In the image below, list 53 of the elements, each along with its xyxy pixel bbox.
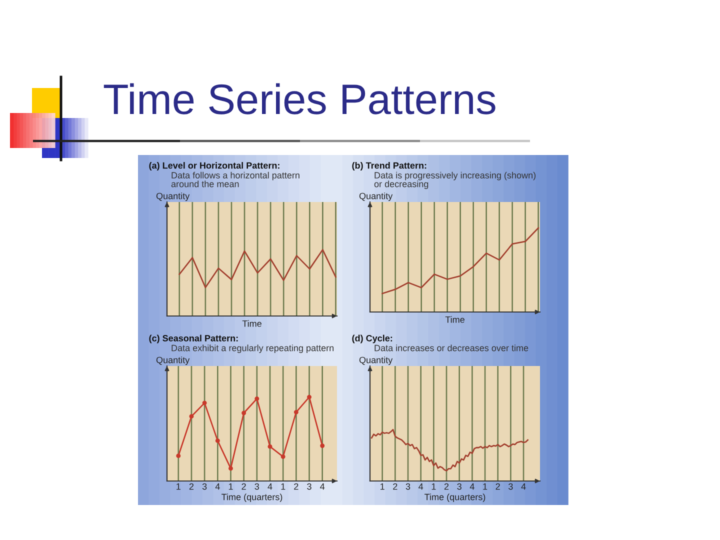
chart-subtitle: Data is progressively increasing (shown) or decreasing bbox=[374, 172, 536, 189]
chart-title: (d) Cycle: bbox=[352, 334, 392, 344]
x-tick-label: 4 bbox=[521, 483, 526, 490]
chart-title: (a) Level or Horizontal Pattern: bbox=[149, 162, 280, 170]
point bbox=[202, 400, 207, 406]
x-tick-label: 2 bbox=[393, 483, 398, 490]
text: Time Series Patterns bbox=[104, 83, 496, 114]
chart-subtitle: Data increases or decreases over time bbox=[374, 344, 528, 352]
y-axis-title: Quantity bbox=[156, 192, 190, 201]
point bbox=[294, 410, 298, 414]
chart-title: (c) Seasonal Pattern: bbox=[149, 334, 238, 344]
x-axis-title: Time (quarters) bbox=[424, 494, 486, 502]
point bbox=[242, 410, 246, 416]
point bbox=[320, 444, 325, 448]
x-tick-label: 3 bbox=[202, 483, 207, 490]
x-axis-title: Time (quarters) bbox=[222, 494, 282, 502]
point bbox=[215, 438, 220, 443]
x-tick-label: 3 bbox=[508, 483, 513, 490]
x-tick-label: 2 bbox=[496, 483, 500, 490]
x-tick-label: 1 bbox=[432, 483, 436, 490]
point bbox=[176, 454, 181, 458]
x-tick-label: 3 bbox=[307, 483, 312, 490]
x-tick-label: 3 bbox=[406, 483, 410, 490]
x-tick-label: 1 bbox=[380, 483, 384, 490]
point bbox=[189, 414, 194, 419]
x-tick-label: 3 bbox=[254, 483, 260, 490]
x-axis-title: Time bbox=[445, 316, 464, 323]
x-tick-label: 1 bbox=[176, 483, 180, 490]
y-axis-title: Quantity bbox=[359, 356, 393, 365]
x-tick-label: 4 bbox=[320, 483, 325, 490]
x-tick-label: 2 bbox=[189, 483, 194, 490]
x-tick-label: 1 bbox=[483, 483, 488, 490]
x-tick-label: 3 bbox=[457, 483, 462, 490]
x-tick-label: 4 bbox=[418, 483, 424, 490]
point bbox=[307, 394, 312, 400]
point bbox=[280, 454, 286, 459]
x-tick-label: 2 bbox=[444, 483, 449, 490]
chart-title: (b) Trend Pattern: bbox=[352, 162, 426, 170]
chart-subtitle: Data follows a horizontal pattern around the mean bbox=[171, 172, 300, 188]
x-tick-label: 4 bbox=[470, 483, 474, 490]
x-axis-title: Time bbox=[242, 320, 262, 327]
point bbox=[268, 444, 272, 449]
x-tick-label: 2 bbox=[294, 483, 298, 490]
x-tick-label: 4 bbox=[268, 483, 272, 490]
x-tick-label: 1 bbox=[228, 483, 233, 490]
y-axis-title: Quantity bbox=[359, 192, 393, 201]
point bbox=[254, 396, 260, 401]
x-tick-label: 4 bbox=[215, 483, 220, 490]
x-tick-label: 2 bbox=[242, 483, 246, 490]
x-tick-label: 1 bbox=[281, 483, 286, 490]
point bbox=[228, 466, 233, 471]
y-axis-title: Quantity bbox=[156, 356, 190, 365]
chart-subtitle: Data exhibit a regularly repeating pattern bbox=[172, 344, 334, 353]
